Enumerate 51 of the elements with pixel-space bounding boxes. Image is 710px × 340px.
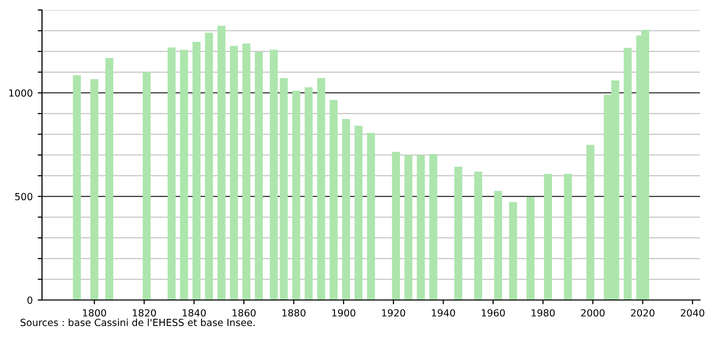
bar — [304, 87, 313, 300]
x-tick-label: 2040 — [680, 309, 704, 317]
x-tick-label: 1880 — [282, 309, 306, 317]
bar — [429, 154, 438, 300]
x-tick-label: 1860 — [232, 309, 256, 317]
source-note: Sources : base Cassini de l'EHESS et base Insee. — [20, 318, 255, 326]
bar — [192, 42, 201, 300]
x-tick-label: 1940 — [432, 309, 456, 317]
bar — [230, 46, 238, 300]
x-tick-label: 2000 — [581, 309, 605, 317]
bar — [180, 50, 188, 300]
bar — [392, 152, 400, 300]
bar — [342, 118, 350, 300]
bar — [564, 174, 572, 300]
bar — [168, 47, 176, 300]
bar — [454, 166, 462, 300]
x-tick-label: 2020 — [631, 309, 654, 317]
bar — [416, 155, 425, 300]
bar — [105, 58, 114, 300]
bar — [205, 32, 213, 300]
bar — [474, 172, 482, 300]
bar — [330, 100, 338, 300]
bar — [217, 26, 226, 300]
bar — [367, 132, 375, 300]
bar — [404, 155, 412, 300]
bar — [242, 44, 250, 300]
bar — [72, 75, 81, 300]
y-tick-label: 500 — [15, 192, 32, 200]
bar — [317, 78, 326, 300]
bar — [90, 79, 98, 300]
x-tick-label: 1840 — [182, 309, 206, 317]
bar — [544, 174, 552, 300]
x-tick-label: 1820 — [132, 309, 156, 317]
bar — [292, 90, 300, 300]
bar — [280, 78, 288, 300]
bar — [586, 144, 594, 300]
x-tick-label: 1800 — [83, 309, 106, 317]
x-tick-label: 1960 — [482, 309, 505, 317]
bar — [254, 52, 263, 300]
x-tick-label: 1920 — [382, 309, 406, 317]
bar — [270, 50, 278, 300]
y-tick-label: 1000 — [9, 89, 32, 97]
bar — [494, 190, 502, 300]
x-tick-label: 1900 — [332, 309, 356, 317]
y-tick-label: 0 — [27, 296, 32, 304]
bar — [142, 72, 151, 300]
bar — [526, 197, 535, 300]
x-tick-label: 1980 — [532, 309, 555, 317]
bar — [624, 48, 632, 300]
bar — [354, 126, 363, 300]
bar — [509, 202, 518, 300]
